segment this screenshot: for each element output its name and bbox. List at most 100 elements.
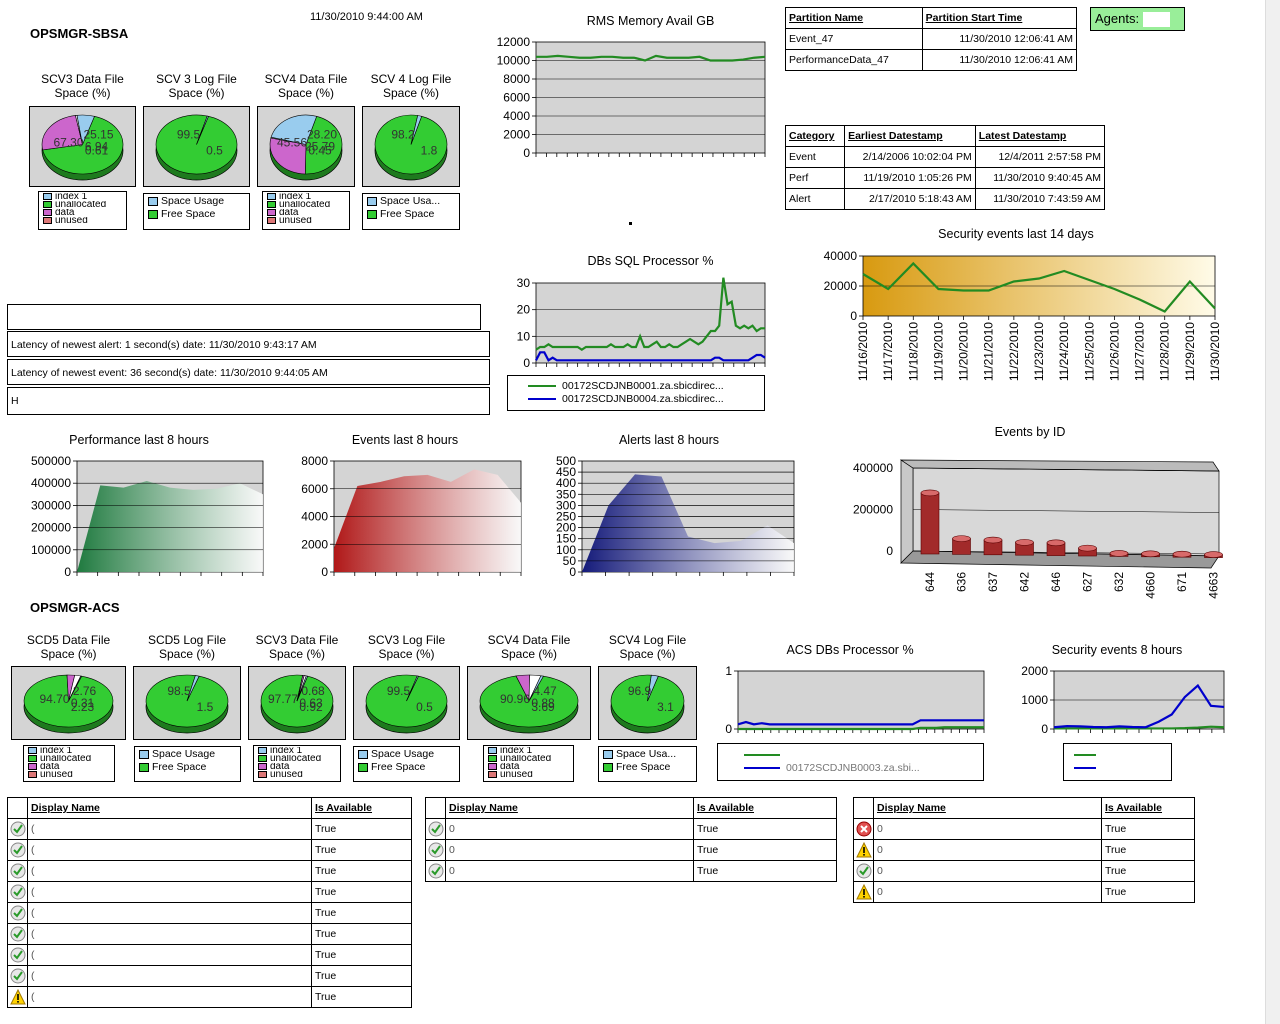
- legend-entry: data: [43, 209, 122, 217]
- pie-title: SCV 4 Log File Space (%): [342, 72, 480, 100]
- legend-entry: data: [267, 209, 345, 217]
- chart-title: Security events last 14 days: [938, 227, 1094, 241]
- legend-entry: unallocated: [267, 201, 345, 209]
- table-row[interactable]: (True: [7, 881, 412, 903]
- legend-swatch: [43, 217, 52, 225]
- y-tick-label: 0: [886, 544, 893, 558]
- warning-icon: [855, 842, 872, 858]
- display-name-cell: 0: [445, 818, 694, 840]
- pie-slice: [269, 137, 307, 175]
- x-tick-label: 11/30/2010: [1208, 322, 1222, 381]
- legend-entry: Free Space: [139, 761, 236, 774]
- column-header-is-available[interactable]: Is Available: [693, 797, 837, 819]
- table-row[interactable]: (True: [7, 902, 412, 924]
- column-header[interactable]: Earliest Datestamp: [844, 125, 976, 147]
- pie-label: 2.76: [73, 684, 97, 698]
- sqlproc-legend: 00172SCDJNB0001.za.sbicdirec... 00172SCD…: [507, 375, 765, 411]
- table-row[interactable]: (True: [7, 860, 412, 882]
- column-header-is-available[interactable]: Is Available: [1101, 797, 1195, 819]
- table-row[interactable]: 0 True: [853, 839, 1195, 861]
- table-header-row: Display Name Is Available: [853, 797, 1195, 819]
- display-name-cell: (: [27, 965, 312, 987]
- legend-swatch: [148, 209, 158, 219]
- table-row: PerformanceData_47 11/30/2010 12:06:41 AM: [785, 49, 1078, 71]
- pie-title-line: SCV4 Data File: [264, 72, 348, 86]
- pie-title-line: SCV3 Data File: [41, 72, 124, 86]
- legend-swatch: [367, 209, 377, 219]
- legend-entry: index 1: [258, 747, 336, 755]
- agents-box: Agents:: [1090, 7, 1185, 31]
- pie-label: 96.9: [628, 684, 652, 698]
- legend-label: Free Space: [152, 761, 207, 773]
- x-tick-label: 11/22/2010: [1007, 322, 1021, 381]
- pie-chart: 96.9 3.1: [598, 666, 697, 740]
- x-tick-label: 11/29/2010: [1183, 322, 1197, 381]
- table-row[interactable]: 0 True: [425, 860, 837, 882]
- table-row[interactable]: (True: [7, 923, 412, 945]
- y-tick-label: 12000: [497, 35, 531, 49]
- table-row[interactable]: 0 True: [853, 881, 1195, 903]
- legend-label: Free Space: [616, 761, 671, 773]
- status-cell: [425, 818, 446, 840]
- legend-swatch: [488, 747, 497, 754]
- legend-swatch: [28, 771, 37, 779]
- section-title-acs: OPSMGR-ACS: [30, 600, 120, 615]
- vertical-scrollbar[interactable]: [1265, 0, 1280, 1024]
- is-available-cell: True: [1101, 839, 1195, 861]
- column-header-display-name[interactable]: Display Name: [445, 797, 694, 819]
- table-row[interactable]: 0 True: [425, 818, 837, 840]
- pie-label: 0.31: [71, 696, 95, 710]
- x-tick-label: 11/23/2010: [1032, 322, 1046, 381]
- legend-line: [1074, 754, 1096, 757]
- legend-label: data: [55, 209, 75, 218]
- agents-value: [1143, 12, 1170, 27]
- bar-top: [920, 489, 940, 497]
- legend-entry: unused: [258, 771, 336, 780]
- table-row[interactable]: (True: [7, 986, 412, 1008]
- is-available-cell: True: [311, 902, 412, 924]
- pie-slice: [41, 115, 83, 151]
- x-tick-label: 11/25/2010: [1082, 322, 1096, 381]
- table-row[interactable]: (True: [7, 944, 412, 966]
- column-header-display-name[interactable]: Display Name: [27, 797, 312, 819]
- table-row[interactable]: (True: [7, 965, 412, 987]
- legend-swatch: [28, 763, 37, 771]
- legend-label: data: [279, 209, 299, 218]
- status-cell: [7, 986, 28, 1008]
- pie-slice: [647, 674, 659, 702]
- legend-label: data: [270, 763, 290, 772]
- pie-title: SCV4 Data File Space (%): [237, 72, 375, 100]
- display-name-cell: 0: [445, 839, 694, 861]
- column-header-display-name[interactable]: Display Name: [873, 797, 1102, 819]
- legend-entry: Space Usage: [139, 748, 236, 761]
- table-row[interactable]: 0 True: [853, 818, 1195, 840]
- y-tick-label: 2000: [503, 128, 530, 142]
- table-row[interactable]: 0 True: [853, 860, 1195, 882]
- legend-entry: unused: [28, 771, 110, 780]
- chart-title: Performance last 8 hours: [69, 433, 209, 447]
- pie-slice: [42, 115, 124, 175]
- legend-entry: data: [28, 763, 110, 771]
- legend-entry: Space Usage: [358, 748, 455, 761]
- is-available-cell: True: [311, 986, 412, 1008]
- table-row[interactable]: (True: [7, 818, 412, 840]
- display-name-cell: 0: [873, 818, 1102, 840]
- bar-top: [1046, 539, 1066, 547]
- pie-title: SCD5 Data File Space (%): [0, 633, 146, 661]
- x-tick-label: 637: [986, 572, 1000, 592]
- x-tick-label: 11/24/2010: [1057, 322, 1071, 381]
- bar-top: [1141, 550, 1160, 558]
- table-row[interactable]: 0 True: [425, 839, 837, 861]
- pie-title-line: Space (%): [54, 86, 111, 100]
- x-tick-label: 627: [1081, 572, 1095, 592]
- table-cell: 11/30/2010 7:43:59 AM: [974, 188, 1106, 210]
- chart-title: DBs SQL Processor %: [588, 254, 714, 268]
- pie-slice: [304, 115, 343, 175]
- x-tick-label: 11/17/2010: [881, 322, 895, 381]
- y-tick-label: 300000: [31, 498, 71, 512]
- legend-entry: Free Space: [148, 208, 245, 221]
- column-header-is-available[interactable]: Is Available: [311, 797, 412, 819]
- table-row[interactable]: (True: [7, 839, 412, 861]
- pie-chart: 45.56 28.20 0.45 25.79: [257, 106, 355, 187]
- legend-entry: Space Usa...: [603, 748, 692, 761]
